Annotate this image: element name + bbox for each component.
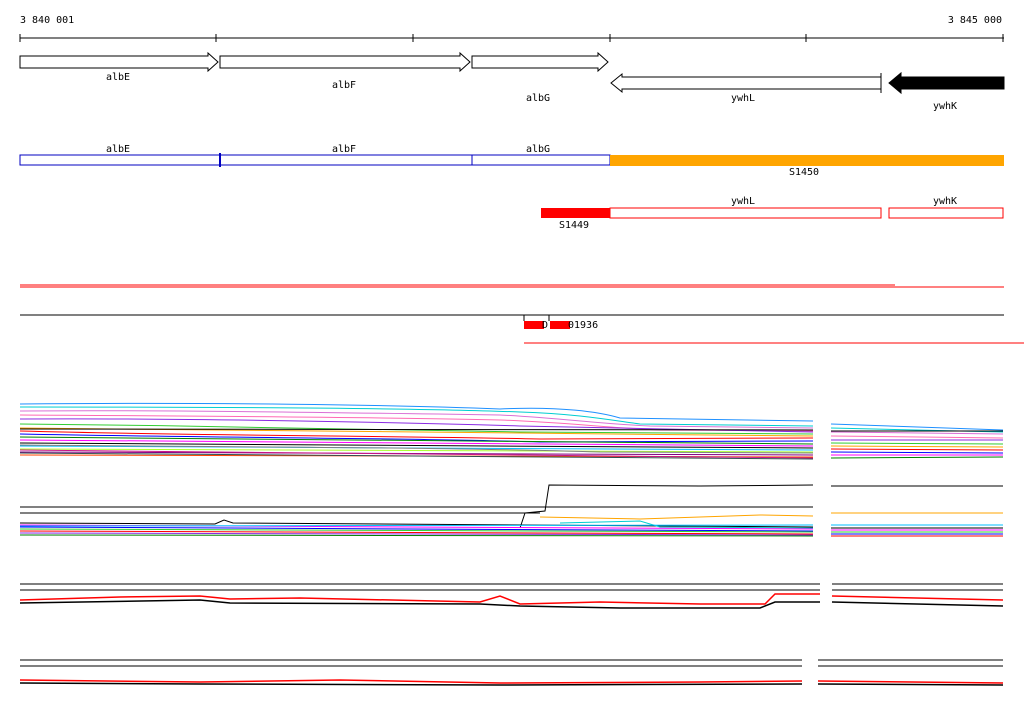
- gene-label: ywhK: [933, 101, 957, 112]
- line-track-red: [20, 284, 1004, 288]
- ruler-start-label: 3 840 001: [20, 15, 74, 26]
- feature-label-a: D: [542, 320, 548, 331]
- segment-ywhL[interactable]: [609, 207, 882, 219]
- gene-label: albE: [106, 72, 130, 83]
- segment-label-ywhK: ywhK: [933, 196, 957, 207]
- feature-label-b: 01936: [568, 320, 598, 331]
- ruler-end-label: 3 845 000: [948, 15, 1002, 26]
- feature-marker[interactable]: [524, 321, 544, 329]
- segment-S1450[interactable]: [610, 155, 1004, 166]
- segment-label-albF: albF: [332, 144, 356, 155]
- gene-albF[interactable]: albF: [219, 51, 471, 91]
- segment-label-albG: albG: [526, 144, 550, 155]
- expression-panel-d: [19, 659, 1004, 686]
- segment-S1449[interactable]: [541, 208, 610, 218]
- gene-albE[interactable]: albE: [19, 51, 219, 83]
- expression-panel-b: [19, 484, 1003, 537]
- segment-albE[interactable]: [19, 154, 221, 166]
- feature-marker[interactable]: [550, 321, 570, 329]
- gene-label: ywhL: [731, 93, 755, 104]
- gene-track: albE albF albG ywhL ywhK: [19, 51, 1005, 112]
- transcript-track-2: S1449 ywhL ywhK: [541, 196, 1004, 231]
- gene-label: albG: [526, 93, 550, 104]
- transcript-track-1: albE albF albG S1450: [19, 144, 1004, 178]
- segment-albG[interactable]: [471, 154, 611, 166]
- expression-panel-a: [19, 402, 1004, 460]
- gene-ywhL[interactable]: ywhL: [610, 72, 882, 104]
- segment-label-S1450: S1450: [789, 167, 819, 178]
- gene-label: albF: [332, 80, 356, 91]
- segment-albF[interactable]: [219, 154, 473, 166]
- gene-albG[interactable]: albG: [471, 51, 609, 104]
- expression-panel-c: [19, 583, 1004, 609]
- segment-label-albE: albE: [106, 144, 130, 155]
- gene-ywhK[interactable]: ywhK: [888, 71, 1005, 112]
- coordinate-ruler: 3 840 001 3 845 000: [19, 15, 1004, 42]
- segment-ywhK[interactable]: [888, 207, 1004, 219]
- segment-label-S1449: S1449: [559, 220, 589, 231]
- feature-track: D 01936: [20, 314, 1024, 344]
- segment-label-ywhL: ywhL: [731, 196, 755, 207]
